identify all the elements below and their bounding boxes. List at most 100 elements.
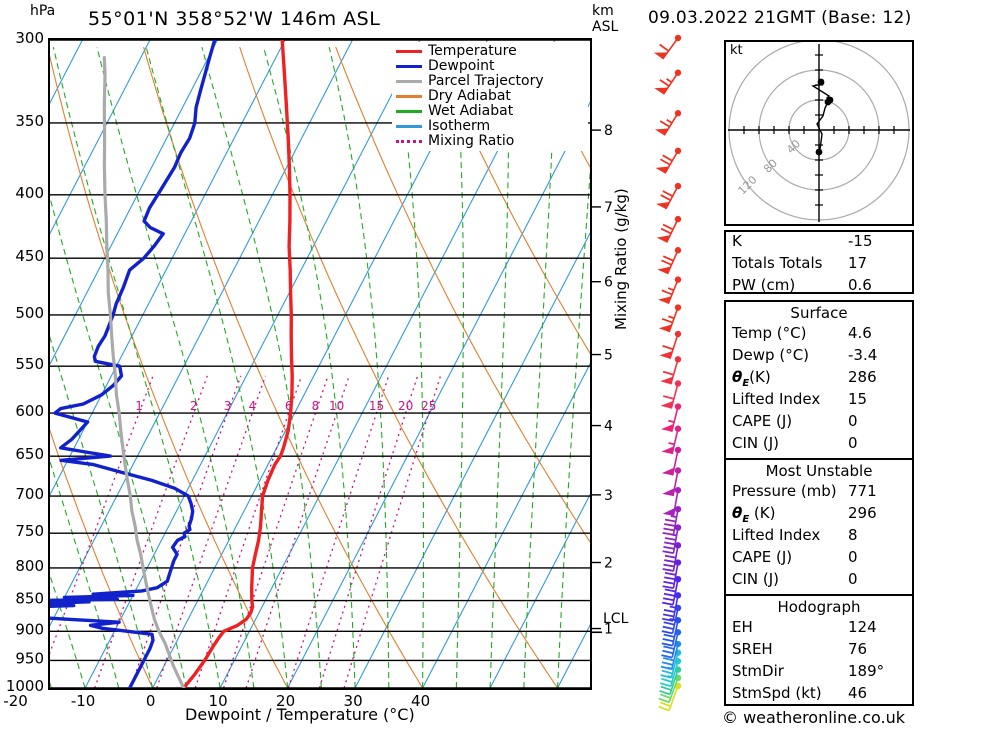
index-row: StmDir 189° [726, 662, 912, 684]
index-row: Pressure (mb) 771 [726, 482, 912, 504]
wind-barb-point [674, 147, 682, 155]
index-value: 8 [848, 526, 858, 544]
index-value: 286 [848, 368, 877, 386]
legend-swatch [396, 50, 422, 53]
index-row: Lifted Index 15 [726, 390, 912, 412]
wind-barb-point [674, 304, 682, 311]
index-key: K [732, 232, 742, 250]
index-row: PW (cm) 0.6 [726, 276, 912, 298]
index-row: EH 124 [726, 618, 912, 640]
svg-text:450: 450 [15, 247, 44, 265]
index-key: CIN (J) [732, 570, 780, 588]
index-value: 296 [848, 504, 877, 522]
index-value: 771 [848, 482, 877, 500]
index-key: Lifted Index [732, 526, 821, 544]
hodograph-stats-panel: Hodograph EH 124 SREH 76 StmDir 189° StmSpd (kt… [724, 594, 914, 706]
legend-item-temperature: Temperature [396, 44, 584, 59]
wind-barb-point [674, 110, 682, 117]
wind-barb-point [674, 403, 682, 410]
legend: Temperature Dewpoint Parcel Trajectory Dry … [392, 42, 588, 151]
svg-text:350: 350 [15, 112, 44, 130]
pressure-unit-label: hPa [30, 3, 56, 19]
index-key: Lifted Index [732, 390, 821, 408]
svg-text:-10: -10 [71, 692, 96, 710]
svg-text:800: 800 [15, 557, 44, 575]
index-value: 46 [848, 684, 868, 702]
index-key: StmDir [732, 662, 784, 680]
hodograph[interactable]: 40 80 120 [724, 39, 914, 226]
index-row: SREH 76 [726, 640, 912, 662]
svg-text:4: 4 [604, 419, 613, 435]
wind-barb-point [674, 215, 682, 223]
wind-barb-point [674, 380, 682, 387]
x-axis-title: Dewpoint / Temperature (°C) [185, 705, 415, 724]
panel-title: Surface [790, 304, 848, 322]
index-key: Temp (°C) [732, 324, 807, 342]
legend-swatch [396, 140, 422, 143]
svg-text:900: 900 [15, 620, 44, 638]
index-row: Temp (°C) 4.6 [726, 324, 912, 346]
indices-panel: K -15 Totals Totals 17 PW (cm) 0.6 [724, 230, 914, 294]
index-key: CAPE (J) [732, 548, 793, 566]
legend-label: Mixing Ratio [428, 133, 515, 149]
index-row: θE (K) 296 [726, 504, 912, 526]
svg-text:5: 5 [604, 348, 613, 364]
svg-text:25: 25 [421, 399, 436, 413]
index-key: θE (K) [732, 504, 776, 525]
index-row: CIN (J) 0 [726, 434, 912, 456]
legend-swatch [396, 65, 422, 68]
svg-text:15: 15 [369, 399, 384, 413]
index-row: CAPE (J) 0 [726, 548, 912, 570]
legend-item-wet-adiabat: Wet Adiabat [396, 104, 584, 119]
height-unit-label: km [592, 3, 614, 19]
index-key: CAPE (J) [732, 412, 793, 430]
svg-text:550: 550 [15, 355, 44, 373]
wind-barb-point [674, 425, 682, 432]
wind-barb-point [674, 575, 682, 583]
legend-label: Dewpoint [428, 58, 495, 74]
svg-text:2: 2 [604, 555, 613, 571]
svg-text:3: 3 [604, 488, 613, 504]
svg-text:4: 4 [249, 399, 257, 413]
svg-text:400: 400 [15, 184, 44, 202]
station-title: 55°01'N 358°52'W 146m ASL [88, 8, 381, 30]
legend-item-mixing-ratio: Mixing Ratio [396, 134, 584, 149]
surface-panel: Surface Temp (°C) 4.6 Dewp (°C) -3.4 θE(K) 286… [724, 300, 914, 460]
legend-item-parcel-trajectory: Parcel Trajectory [396, 74, 584, 89]
index-value: 0 [848, 570, 858, 588]
wind-barb-point [674, 330, 682, 338]
svg-text:10: 10 [329, 399, 344, 413]
index-key: StmSpd (kt) [732, 684, 822, 702]
legend-swatch [396, 95, 422, 98]
lcl-label: LCL [603, 611, 629, 627]
wind-barb-point [674, 542, 682, 549]
index-value: 4.6 [848, 324, 872, 342]
legend-item-isotherm: Isotherm [396, 119, 584, 134]
index-row: Dewp (°C) -3.4 [726, 346, 912, 368]
legend-swatch [396, 110, 422, 113]
height-asl-label: ASL [592, 19, 619, 35]
legend-item-dewpoint: Dewpoint [396, 59, 584, 74]
svg-text:950: 950 [15, 649, 44, 667]
svg-text:750: 750 [15, 522, 44, 540]
skewt-canvas: 1 2 3 4 6 8 10 15 20 25 [50, 40, 590, 688]
wind-barb-point [674, 34, 682, 42]
legend-label: Isotherm [428, 118, 491, 134]
wind-barb-point [674, 649, 682, 656]
svg-text:8: 8 [312, 399, 320, 413]
svg-text:700: 700 [15, 485, 44, 503]
wind-barb-point [674, 604, 682, 612]
svg-text:500: 500 [15, 304, 44, 322]
wind-barb-point [674, 69, 682, 76]
index-value: 0 [848, 434, 858, 452]
index-row: θE(K) 286 [726, 368, 912, 390]
wind-barb-point [674, 592, 682, 599]
legend-label: Temperature [428, 43, 517, 59]
index-value: 76 [848, 640, 868, 658]
most-unstable-panel: Most Unstable Pressure (mb) 771 θE (K) 296 Li… [724, 458, 914, 596]
legend-label: Dry Adiabat [428, 88, 511, 104]
index-value: -15 [848, 232, 873, 250]
svg-text:-20: -20 [3, 692, 28, 710]
